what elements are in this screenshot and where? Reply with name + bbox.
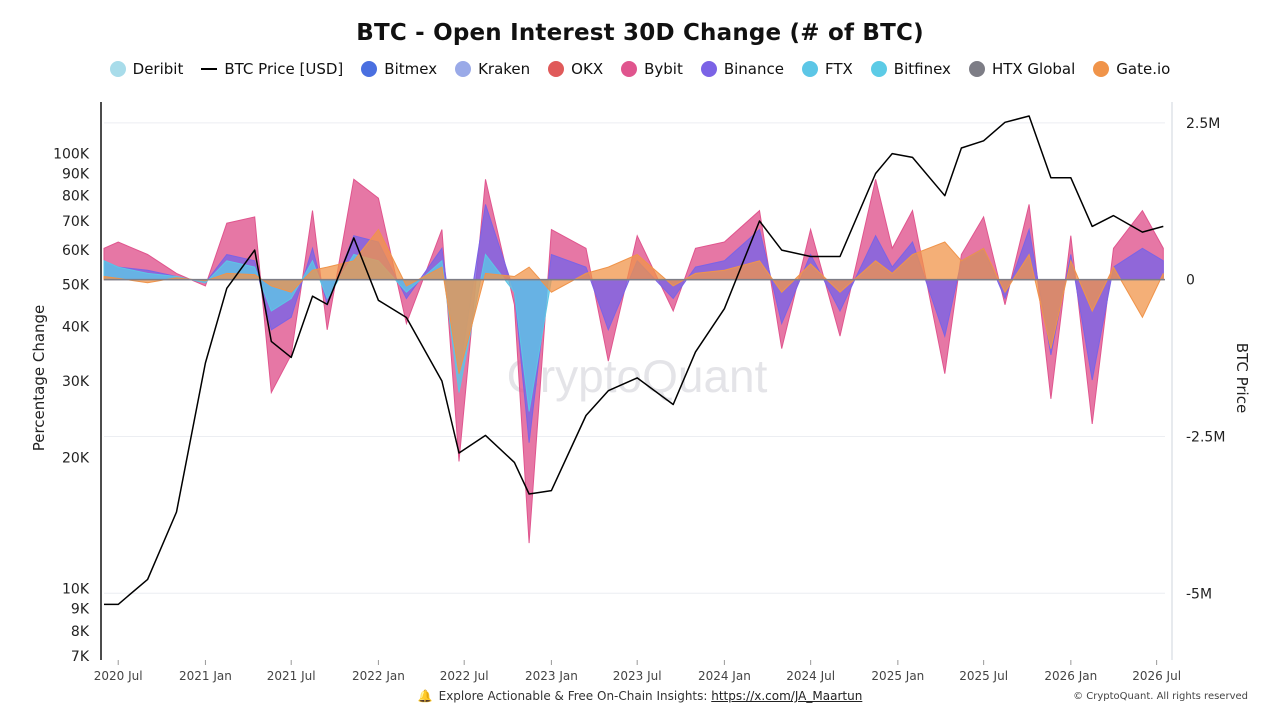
series-area-gate-io bbox=[103, 228, 1164, 374]
left-tick-label: 10K bbox=[62, 582, 90, 598]
legend-item-bitfinex[interactable]: Bitfinex bbox=[870, 60, 951, 78]
series-area-binance bbox=[103, 204, 1164, 443]
x-tick-label: 2025 Jul bbox=[959, 669, 1008, 683]
legend-swatch bbox=[801, 61, 818, 77]
left-axis-ticks: 100K 90K 80K 70K 60K 50K 40K 30K 20K 10K 9K 8K 7K bbox=[53, 147, 90, 665]
chart-title: BTC - Open Interest 30D Change (# of BTC… bbox=[356, 20, 924, 46]
x-tick-label: 2024 Jul bbox=[786, 669, 835, 683]
right-axis-label: BTC Price bbox=[1233, 343, 1251, 413]
legend-swatch bbox=[968, 61, 985, 77]
legend-swatch bbox=[109, 61, 126, 77]
legend-item-kraken[interactable]: Kraken bbox=[455, 60, 530, 78]
right-tick-label: 2.5M bbox=[1186, 116, 1220, 132]
left-tick-label: 70K bbox=[62, 214, 90, 230]
legend-label: Binance bbox=[723, 60, 784, 78]
legend-label: OKX bbox=[571, 60, 604, 78]
legend-swatch bbox=[870, 61, 887, 77]
left-tick-label: 8K bbox=[71, 624, 90, 640]
legend-swatch bbox=[1093, 61, 1110, 77]
left-tick-label: 30K bbox=[62, 374, 90, 390]
left-tick-label: 100K bbox=[53, 147, 90, 163]
left-tick-label: 90K bbox=[62, 166, 90, 182]
chart-legend: Deribit BTC Price [USD] Bitmex Kraken OKX Byb… bbox=[0, 60, 1280, 78]
legend-swatch bbox=[361, 61, 378, 77]
legend-item-htx-global[interactable]: HTX Global bbox=[968, 60, 1076, 78]
legend-swatch bbox=[700, 61, 717, 77]
legend-item-btc-price-usd-[interactable]: BTC Price [USD] bbox=[201, 60, 343, 78]
legend-swatch bbox=[548, 61, 565, 77]
left-tick-label: 80K bbox=[62, 189, 90, 205]
x-tick-label: 2025 Jan bbox=[871, 669, 924, 683]
x-tick-label: 2024 Jan bbox=[698, 669, 751, 683]
x-tick-label: 2021 Jan bbox=[179, 669, 232, 683]
legend-swatch bbox=[455, 61, 472, 77]
legend-item-gate-io[interactable]: Gate.io bbox=[1093, 60, 1170, 78]
x-tick-label: 2026 Jul bbox=[1132, 669, 1181, 683]
bell-icon: 🔔 bbox=[417, 689, 433, 703]
left-tick-label: 7K bbox=[71, 649, 90, 665]
x-tick-label: 2022 Jul bbox=[440, 669, 489, 683]
watermark: CryptoQuant bbox=[507, 350, 768, 402]
legend-label: BTC Price [USD] bbox=[224, 60, 344, 78]
x-tick-label: 2026 Jan bbox=[1044, 669, 1097, 683]
left-tick-label: 60K bbox=[62, 243, 90, 259]
left-tick-label: 40K bbox=[62, 320, 90, 336]
legend-label: FTX bbox=[824, 60, 853, 78]
series-line-btc-price bbox=[104, 115, 1164, 606]
legend-item-okx[interactable]: OKX bbox=[548, 60, 603, 78]
left-axis-label: Percentage Change bbox=[30, 305, 48, 452]
right-tick-label: -5M bbox=[1186, 586, 1212, 602]
legend-label: Bitmex bbox=[384, 60, 438, 78]
legend-label: Bitfinex bbox=[893, 60, 951, 78]
legend-label: HTX Global bbox=[991, 60, 1076, 78]
copyright: © CryptoQuant. All rights reserved bbox=[1073, 691, 1248, 702]
left-tick-label: 9K bbox=[71, 602, 90, 618]
footer-link[interactable]: https://x.com/JA_Maartun bbox=[711, 689, 863, 703]
legend-swatch bbox=[201, 68, 218, 70]
footer-text: Explore Actionable & Free On-Chain Insig… bbox=[438, 689, 712, 703]
price-series bbox=[104, 115, 1164, 606]
legend-item-bybit[interactable]: Bybit bbox=[621, 60, 683, 78]
x-tick-label: 2020 Jul bbox=[94, 669, 143, 683]
footer: 🔔 Explore Actionable & Free On-Chain Insi… bbox=[0, 689, 1280, 709]
legend-label: Kraken bbox=[478, 60, 531, 78]
left-tick-label: 20K bbox=[62, 451, 90, 467]
right-axis-ticks: 2.5M 0 -2.5M -5M bbox=[1186, 116, 1225, 602]
x-tick-label: 2023 Jan bbox=[525, 669, 578, 683]
legend-item-binance[interactable]: Binance bbox=[700, 60, 784, 78]
legend-label: Bybit bbox=[644, 60, 683, 78]
right-tick-label: 0 bbox=[1186, 273, 1195, 289]
legend-item-ftx[interactable]: FTX bbox=[801, 60, 853, 78]
left-tick-label: 50K bbox=[62, 278, 90, 294]
x-tick-label: 2023 Jul bbox=[613, 669, 662, 683]
x-tick-label: 2021 Jul bbox=[267, 669, 316, 683]
right-tick-label: -2.5M bbox=[1186, 429, 1225, 445]
x-tick-label: 2022 Jan bbox=[352, 669, 405, 683]
legend-swatch bbox=[621, 61, 638, 77]
legend-item-bitmex[interactable]: Bitmex bbox=[361, 60, 437, 78]
legend-label: Gate.io bbox=[1116, 60, 1171, 78]
legend-item-deribit[interactable]: Deribit bbox=[109, 60, 184, 78]
legend-label: Deribit bbox=[132, 60, 184, 78]
x-axis-ticks: 2020 Jul 2021 Jan 2021 Jul 2022 Jan 2022 Jul… bbox=[94, 660, 1181, 683]
